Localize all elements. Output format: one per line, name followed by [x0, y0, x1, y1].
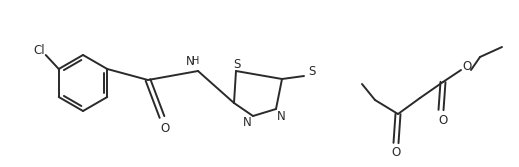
Text: N: N [242, 117, 251, 129]
Text: N: N [277, 110, 285, 123]
Text: N: N [186, 54, 195, 67]
Text: O: O [462, 59, 472, 72]
Text: S: S [234, 57, 241, 70]
Text: Cl: Cl [33, 43, 45, 56]
Text: O: O [439, 114, 447, 126]
Text: O: O [391, 146, 401, 159]
Text: O: O [160, 123, 170, 135]
Text: S: S [308, 64, 316, 77]
Text: H: H [193, 56, 200, 66]
